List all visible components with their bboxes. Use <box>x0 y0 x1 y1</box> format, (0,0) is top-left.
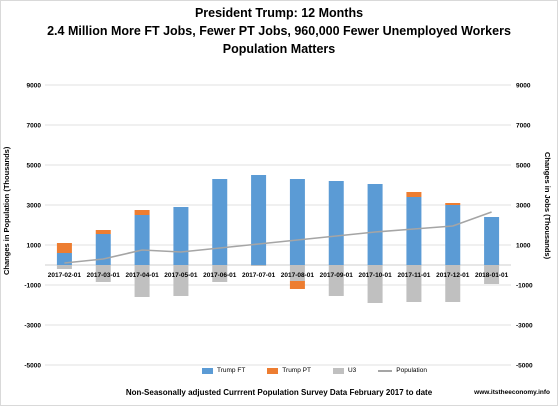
legend-item-trump-ft: Trump FT <box>202 367 245 374</box>
x-tick-label: 2017-03-01 <box>87 272 121 279</box>
bar-u3 <box>173 265 189 296</box>
bar-trump-pt <box>56 243 72 253</box>
bar-u3 <box>95 265 111 282</box>
bar-u3 <box>251 265 267 266</box>
bar-trump-ft <box>212 179 228 265</box>
bar-u3 <box>328 265 344 296</box>
y-tick-label-left: -3000 <box>24 323 41 330</box>
bar-u3 <box>56 265 72 269</box>
bar-trump-ft <box>173 207 189 265</box>
bar-u3 <box>134 265 150 297</box>
y-tick-label-right: 9000 <box>516 83 531 90</box>
bar-trump-pt <box>445 203 461 205</box>
x-tick-label: 2017-05-01 <box>164 272 198 279</box>
legend-label-trump-pt: Trump PT <box>282 367 311 374</box>
bar-u3 <box>367 265 383 303</box>
bar-u3 <box>484 265 500 284</box>
chart-title-line-3: Population Matters <box>222 42 336 56</box>
chart-title-line-2: 2.4 Million More FT Jobs, Fewer PT Jobs,… <box>47 24 511 38</box>
bar-trump-pt <box>134 210 150 215</box>
bar-trump-ft <box>289 179 305 265</box>
legend-swatch-trump-pt <box>267 367 279 374</box>
y-tick-label-left: -1000 <box>24 283 41 290</box>
legend-item-u3: U3 <box>332 367 357 374</box>
y-tick-label-right: 3000 <box>516 203 531 210</box>
bar-trump-ft <box>367 184 383 265</box>
bar-trump-ft <box>406 197 422 265</box>
y-tick-label-right: -1000 <box>516 283 533 290</box>
y-tick-label-left: 9000 <box>27 83 42 90</box>
x-tick-label: 2017-06-01 <box>203 272 237 279</box>
bar-trump-pt <box>289 281 305 289</box>
bar-trump-pt <box>406 192 422 197</box>
legend-label-population: Population <box>396 367 427 374</box>
y-tick-label-right: -3000 <box>516 323 533 330</box>
legend-item-population: Population <box>378 367 427 374</box>
bar-u3 <box>289 265 305 281</box>
chart-credit: www.itstheeconomy.info <box>474 389 550 396</box>
bar-trump-ft <box>95 234 111 265</box>
x-tick-label: 2017-07-01 <box>242 272 276 279</box>
legend-label-trump-ft: Trump FT <box>217 367 246 374</box>
bar-trump-ft <box>445 205 461 265</box>
bar-u3 <box>445 265 461 302</box>
chart-title-line-1: President Trump: 12 Months <box>194 6 364 20</box>
bar-trump-ft <box>328 181 344 265</box>
x-tick-label: 2017-10-01 <box>358 272 392 279</box>
y-axis-title-right: Changes in Jobs (Thousands) <box>543 152 552 260</box>
y-tick-label-right: 1000 <box>516 243 531 250</box>
legend-swatch-u3 <box>332 367 344 374</box>
chart-legend: Trump FT Trump PT U3 Population <box>202 367 449 374</box>
legend-item-trump-pt: Trump PT <box>267 367 311 374</box>
population-line <box>64 211 492 264</box>
bar-u3 <box>212 265 228 282</box>
y-tick-label-left: 3000 <box>27 203 42 210</box>
y-tick-label-right: -5000 <box>516 363 533 370</box>
x-tick-label: 2017-11-01 <box>397 272 430 279</box>
legend-swatch-trump-ft <box>202 367 213 374</box>
legend-label-u3: U3 <box>347 367 357 374</box>
bar-trump-ft <box>484 217 500 265</box>
x-tick-label: 2017-08-01 <box>281 272 315 279</box>
y-tick-label-left: 7000 <box>27 123 42 130</box>
x-tick-label: 2017-02-01 <box>48 272 82 279</box>
x-tick-label: 2017-09-01 <box>320 272 354 279</box>
y-tick-label-right: 7000 <box>516 123 531 130</box>
bar-trump-pt <box>95 230 111 234</box>
y-axis-title-left: Changes in Population (Thousands) <box>2 146 11 275</box>
chart-footer: Non-Seasonally adjusted Currrent Populat… <box>125 388 433 397</box>
x-tick-label: 2018-01-01 <box>475 272 509 279</box>
y-tick-label-left: -5000 <box>24 363 41 370</box>
legend-swatch-population <box>378 369 393 372</box>
y-tick-label-left: 1000 <box>27 243 42 250</box>
x-tick-label: 2017-04-01 <box>125 272 159 279</box>
bar-trump-ft <box>251 175 267 265</box>
x-tick-label: 2017-12-01 <box>436 272 470 279</box>
y-tick-label-right: 5000 <box>516 163 531 170</box>
bar-trump-ft <box>134 215 150 265</box>
bar-u3 <box>406 265 422 302</box>
y-tick-label-left: 5000 <box>27 163 42 170</box>
